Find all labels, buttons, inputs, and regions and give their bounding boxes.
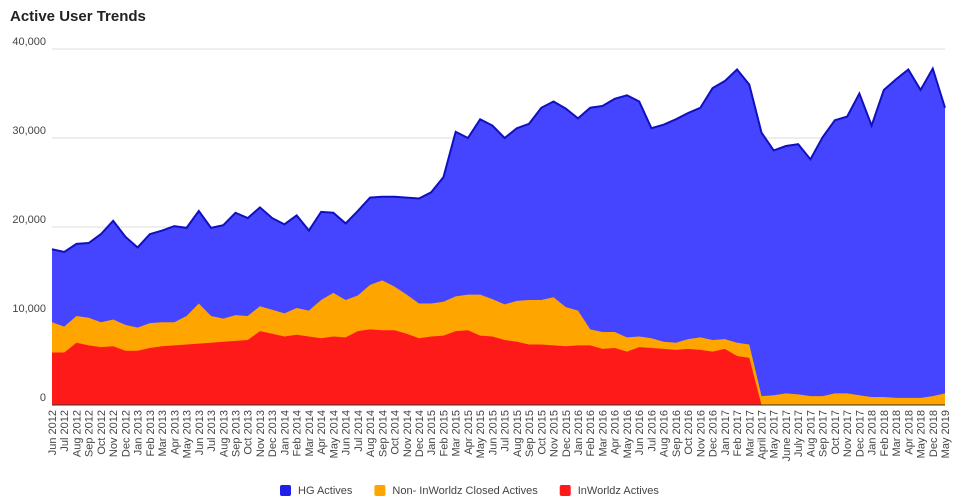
area — [52, 329, 945, 405]
x-tick-label: Jul 2013 — [206, 410, 218, 452]
x-tick-label: Jan 2016 — [573, 410, 585, 455]
x-tick-label: May 2019 — [940, 410, 952, 458]
x-tick-label: Nov 2012 — [108, 410, 120, 457]
x-tick-label: Nov 2017 — [842, 410, 854, 457]
x-tick-label: Nov 2013 — [255, 410, 267, 457]
x-tick-label: Feb 2015 — [438, 410, 450, 456]
x-tick-label: Dec 2014 — [414, 410, 426, 457]
x-tick-label: Mar 2017 — [744, 410, 756, 456]
x-tick-label: Mar 2018 — [891, 410, 903, 456]
x-tick-label: Feb 2014 — [292, 410, 304, 456]
x-tick-label: Feb 2016 — [585, 410, 597, 456]
x-tick-label: Dec 2017 — [854, 410, 866, 457]
x-tick-label: Jan 2013 — [133, 410, 145, 455]
x-tick-label: Sep 2012 — [84, 410, 96, 457]
x-tick-label: Jan 2014 — [279, 410, 291, 455]
x-tick-label: Sep 2013 — [230, 410, 242, 457]
x-tick-label: Mar 2013 — [157, 410, 169, 456]
x-tick-label: Jun 2016 — [634, 410, 646, 455]
x-tick-label: Jun 2013 — [194, 410, 206, 455]
x-tick-label: Aug 2015 — [512, 410, 524, 457]
x-tick-label: Jun 2014 — [341, 410, 353, 455]
legend-swatch — [280, 485, 291, 496]
y-tick-label: 40,000 — [12, 36, 46, 48]
x-tick-label: Apr 2016 — [610, 410, 622, 455]
x-tick-label: Aug 2016 — [659, 410, 671, 457]
x-tick-label: Dec 2013 — [267, 410, 279, 457]
x-tick-label: May 2018 — [916, 410, 928, 458]
x-tick-label: Feb 2013 — [145, 410, 157, 456]
x-tick-label: Apr 2013 — [169, 410, 181, 455]
x-tick-label: Oct 2013 — [243, 410, 255, 455]
x-tick-label: Mar 2014 — [304, 410, 316, 456]
x-tick-label: Dec 2018 — [928, 410, 940, 457]
x-tick-label: Nov 2016 — [695, 410, 707, 457]
x-tick-label: Jul 2016 — [646, 410, 658, 452]
x-tick-label: Apr 2018 — [903, 410, 915, 455]
y-tick-label: 0 — [40, 392, 46, 404]
x-tick-label: May 2017 — [769, 410, 781, 458]
x-tick-label: Jul 2014 — [353, 410, 365, 452]
x-tick-label: Nov 2015 — [549, 410, 561, 457]
x-tick-label: Dec 2012 — [120, 410, 132, 457]
x-tick-label: Mar 2016 — [597, 410, 609, 456]
legend-label: HG Actives — [298, 485, 353, 497]
y-tick-label: 10,000 — [12, 303, 46, 315]
x-tick-label: Oct 2015 — [536, 410, 548, 455]
x-tick-label: Aug 2017 — [805, 410, 817, 457]
legend: HG Actives Non- InWorldz Closed Actives In… — [280, 485, 659, 497]
x-tick-label: Jun 2012 — [47, 410, 59, 455]
x-tick-label: May 2013 — [182, 410, 194, 458]
x-tick-label: Sep 2014 — [377, 410, 389, 457]
x-tick-label: Feb 2018 — [879, 410, 891, 456]
legend-swatch — [374, 485, 386, 496]
chart-title: Active User Trends — [10, 8, 146, 25]
x-tick-label: Dec 2015 — [561, 410, 573, 457]
x-tick-label: Jan 2017 — [720, 410, 732, 455]
x-tick-label: Nov 2014 — [402, 410, 414, 457]
x-tick-label: Oct 2014 — [390, 410, 402, 455]
x-tick-label: Jan 2015 — [426, 410, 438, 455]
y-tick-label: 30,000 — [12, 125, 46, 137]
x-tick-label: Apr 2014 — [316, 410, 328, 455]
x-tick-label: Jan 2018 — [867, 410, 879, 455]
legend-label: Non- InWorldz Closed Actives — [392, 485, 538, 497]
x-tick-label: Sep 2015 — [524, 410, 536, 457]
x-tick-label: Jun 2015 — [487, 410, 499, 455]
x-tick-label: Jul 2015 — [500, 410, 512, 452]
x-tick-label: June 2017 — [781, 410, 793, 461]
x-tick-label: Aug 2014 — [365, 410, 377, 457]
x-tick-label: Aug 2012 — [71, 410, 83, 457]
area-line — [51, 66, 946, 253]
x-tick-label: Dec 2016 — [708, 410, 720, 457]
x-tick-label: Mar 2015 — [451, 410, 463, 456]
x-tick-label: Oct 2017 — [830, 410, 842, 455]
x-tick-label: Oct 2016 — [683, 410, 695, 455]
x-tick-label: May 2014 — [328, 410, 340, 458]
x-tick-label: April 2017 — [757, 410, 769, 460]
x-tick-label: Sep 2016 — [671, 410, 683, 457]
y-tick-label: 20,000 — [12, 214, 46, 226]
x-tick-label: May 2015 — [475, 410, 487, 458]
legend-swatch — [559, 485, 571, 496]
x-tick-label: Jul 2012 — [59, 410, 71, 452]
x-tick-label: Aug 2013 — [218, 410, 230, 457]
legend-label: InWorldz Actives — [578, 485, 660, 497]
x-tick-label: Oct 2012 — [96, 410, 108, 455]
x-tick-label: Apr 2015 — [463, 410, 475, 455]
x-tick-label: Sep 2017 — [818, 410, 830, 457]
x-tick-label: May 2016 — [622, 410, 634, 458]
x-tick-label: Feb 2017 — [732, 410, 744, 456]
x-tick-label: July 2017 — [793, 410, 805, 457]
